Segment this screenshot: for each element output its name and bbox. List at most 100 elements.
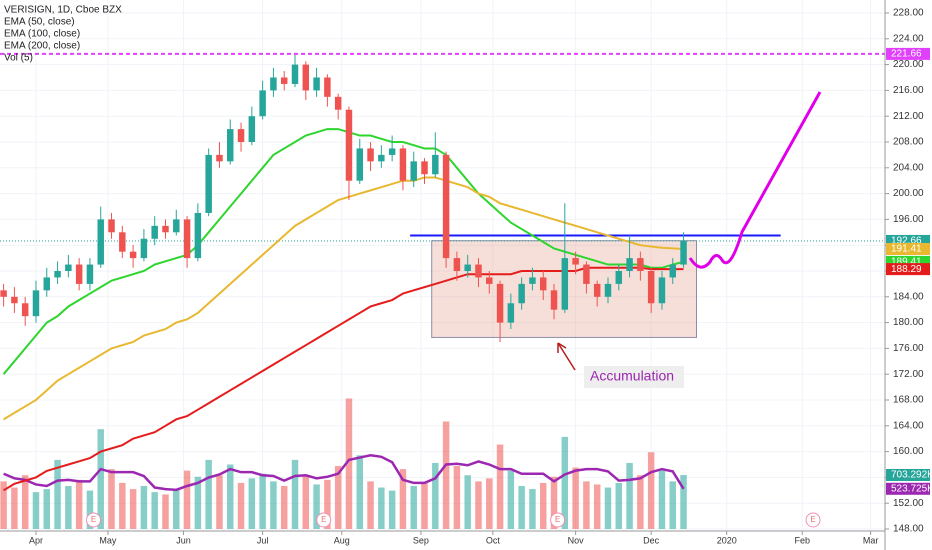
volume-bar bbox=[539, 482, 547, 529]
y-tick-label: 180.00 bbox=[893, 317, 924, 328]
earnings-label: E bbox=[810, 515, 815, 524]
price-tag bbox=[886, 47, 930, 60]
candle-body bbox=[442, 154, 450, 259]
x-tick-label: Apr bbox=[29, 535, 43, 545]
candle-body bbox=[183, 219, 191, 259]
x-tick-label: Jun bbox=[176, 535, 191, 545]
candle-body bbox=[270, 77, 277, 91]
annotation-text: Accumulation bbox=[590, 368, 674, 384]
candle-body bbox=[162, 225, 169, 233]
y-tick-label: 212.00 bbox=[893, 111, 924, 122]
candle-body bbox=[194, 212, 202, 259]
earnings-marker bbox=[316, 512, 332, 528]
candle-body bbox=[367, 148, 374, 162]
price-tag-label: 188.29 bbox=[891, 264, 922, 275]
candle-body bbox=[291, 64, 299, 84]
candle-body bbox=[140, 238, 148, 259]
price-tag bbox=[886, 482, 930, 495]
volume-bar bbox=[561, 436, 569, 529]
candle-body bbox=[378, 154, 385, 162]
candle-body bbox=[65, 264, 72, 271]
y-tick-label: 184.00 bbox=[893, 291, 924, 302]
volume-bar bbox=[615, 482, 623, 529]
earnings-marker bbox=[805, 512, 821, 528]
candle-body bbox=[475, 264, 482, 278]
volume-bar bbox=[54, 459, 61, 529]
candle-body bbox=[410, 161, 417, 181]
candle-body bbox=[21, 303, 29, 317]
price-tag-label: 523.725K bbox=[891, 483, 932, 494]
volume-bar bbox=[378, 487, 385, 529]
volume-bar bbox=[475, 481, 482, 529]
x-tick-label: Oct bbox=[486, 535, 501, 545]
volume-bar bbox=[529, 489, 536, 529]
candle-body bbox=[97, 219, 104, 265]
candle-body bbox=[43, 277, 51, 291]
candle-body bbox=[658, 277, 666, 304]
volume-bar bbox=[11, 487, 18, 529]
volume-bar bbox=[302, 475, 310, 529]
volume-bar bbox=[75, 479, 83, 529]
grid bbox=[0, 0, 885, 531]
volume-bar bbox=[432, 462, 439, 529]
candle-body bbox=[151, 225, 158, 239]
volume-bar bbox=[280, 486, 288, 529]
candle-body bbox=[388, 148, 396, 155]
volume-bar bbox=[345, 398, 353, 529]
candle-body bbox=[421, 161, 428, 175]
legend: VERISIGN, 1D, Cboe BZX EMA (50, close)EM… bbox=[4, 5, 122, 64]
volume-bar bbox=[183, 470, 191, 529]
volume-bar bbox=[507, 470, 515, 529]
volume-bar bbox=[259, 473, 266, 529]
volume-bar bbox=[669, 481, 676, 529]
candle-body bbox=[518, 283, 525, 304]
volume-bar bbox=[367, 481, 374, 529]
volume-bar bbox=[324, 479, 331, 529]
price-tag bbox=[886, 243, 930, 256]
earnings-marker bbox=[550, 512, 566, 528]
candle-body bbox=[399, 148, 407, 181]
candle-body bbox=[313, 77, 320, 91]
candle-body bbox=[173, 219, 180, 233]
volume-bar bbox=[21, 475, 29, 529]
volume-bar bbox=[151, 492, 158, 529]
candle-body bbox=[237, 129, 245, 142]
volume-bar bbox=[410, 486, 417, 529]
candle-body bbox=[507, 303, 515, 323]
candle-body bbox=[583, 264, 590, 284]
volume-bar bbox=[442, 421, 450, 529]
volume-bar bbox=[496, 444, 504, 529]
candle-body bbox=[669, 264, 676, 278]
ema-line bbox=[3, 266, 684, 492]
price-tag-label: 192.66 bbox=[891, 236, 922, 247]
volume-bar bbox=[65, 486, 72, 529]
arrow-head bbox=[557, 342, 567, 353]
y-tick-label: 208.00 bbox=[893, 137, 924, 148]
x-tick-label: Sep bbox=[413, 535, 429, 545]
volume-bar bbox=[227, 464, 234, 529]
volume-bar bbox=[0, 481, 7, 529]
x-tick-label: Mar bbox=[863, 535, 879, 545]
legend-entry: EMA (50, close) bbox=[4, 17, 75, 28]
volume-bar bbox=[205, 459, 212, 529]
volume-bar bbox=[194, 476, 202, 529]
price-tag-label: 189.41 bbox=[891, 257, 922, 268]
volume-bar bbox=[119, 482, 126, 529]
volume-bar bbox=[129, 489, 137, 529]
annotation-bg bbox=[584, 366, 684, 388]
ema-lines bbox=[2, 128, 684, 492]
candle-body bbox=[486, 277, 493, 284]
legend-entry: Vol (5) bbox=[4, 53, 33, 64]
y-tick-label: 152.00 bbox=[893, 498, 924, 509]
volume-bar bbox=[647, 452, 655, 529]
volume-bar bbox=[108, 469, 115, 529]
candle-body bbox=[647, 271, 655, 304]
volume-bar bbox=[162, 494, 169, 529]
candle-body bbox=[86, 264, 94, 284]
y-tick-label: 204.00 bbox=[893, 162, 924, 173]
x-tick-label: Dec bbox=[643, 535, 660, 545]
y-tick-label: 172.00 bbox=[893, 369, 924, 380]
candles bbox=[0, 54, 687, 342]
volume-bar bbox=[237, 482, 245, 529]
